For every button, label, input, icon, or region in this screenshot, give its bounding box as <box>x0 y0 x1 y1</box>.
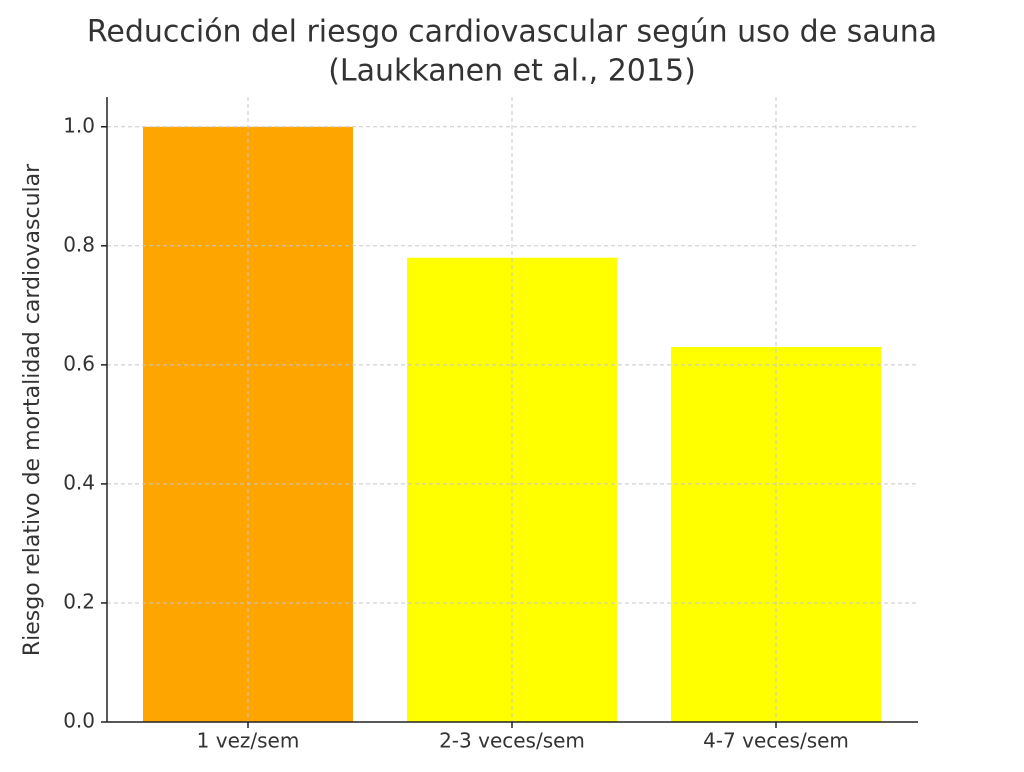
chart-subtitle: (Laukkanen et al., 2015) <box>328 54 696 89</box>
y-tick-label: 0.8 <box>63 232 95 256</box>
chart-title: Reducción del riesgo cardiovascular segú… <box>87 15 937 50</box>
x-tick-label: 4-7 veces/sem <box>703 729 849 753</box>
y-tick-label: 1.0 <box>63 113 95 137</box>
y-tick-label: 0.2 <box>63 589 95 613</box>
x-tick-label: 2-3 veces/sem <box>439 729 585 753</box>
y-tick-label: 0.6 <box>63 351 95 375</box>
y-axis-label: Riesgo relativo de mortalidad cardiovasc… <box>20 163 45 656</box>
y-tick-label: 0.4 <box>63 470 95 494</box>
y-tick-label: 0.0 <box>63 709 95 733</box>
x-tick-label: 1 vez/sem <box>197 729 300 753</box>
